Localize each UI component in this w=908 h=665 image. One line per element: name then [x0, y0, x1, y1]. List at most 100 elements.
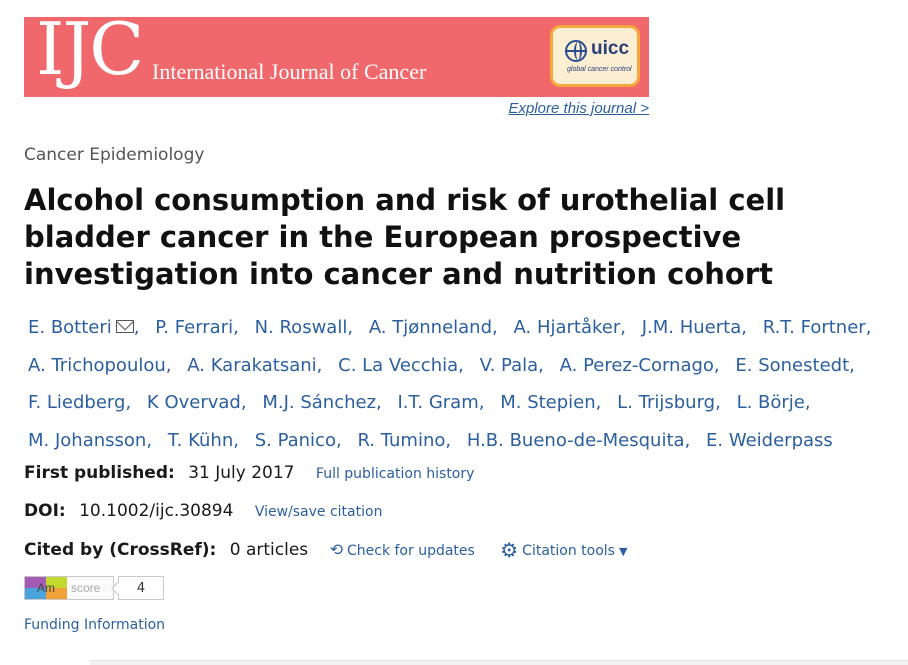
author-name: E. Weiderpass [706, 429, 833, 451]
author-link[interactable]: M. Johansson, [24, 430, 152, 451]
author-separator: , [804, 392, 811, 413]
author-link[interactable]: I.T. Gram, [394, 392, 485, 413]
author-link[interactable]: P. Ferrari, [151, 317, 239, 338]
author-link[interactable]: K Overvad, [143, 392, 247, 413]
author-link[interactable]: A. Karakatsani, [183, 355, 322, 376]
author-link[interactable]: F. Liedberg, [24, 392, 131, 413]
explore-journal-link[interactable]: Explore this journal > [508, 100, 650, 117]
author-link[interactable]: R.T. Fortner, [759, 317, 872, 338]
author-separator: , [335, 429, 342, 451]
author-name: R.T. Fortner [762, 317, 866, 338]
author-link[interactable]: L. Trijsburg, [613, 392, 721, 413]
author-separator: , [165, 354, 172, 376]
author-link[interactable]: N. Roswall, [251, 317, 354, 338]
published-date: 31 July 2017 [188, 463, 295, 483]
published-label: First published: [24, 463, 175, 483]
author-link[interactable]: H.B. Bueno-de-Mesquita, [463, 430, 690, 451]
author-separator: , [849, 354, 855, 376]
journal-logo: IJC [36, 17, 144, 91]
author-separator: , [620, 317, 626, 338]
altmetric-box[interactable]: Am score [24, 576, 114, 600]
globe-icon [565, 40, 587, 62]
author-link[interactable]: C. La Vecchia, [334, 355, 464, 376]
author-separator: , [713, 354, 720, 376]
author-link[interactable]: S. Panico, [251, 430, 342, 451]
cited-row: Cited by (CrossRef): 0 articles ⟲ Check f… [24, 538, 627, 562]
author-name: J.M. Huerta [641, 317, 742, 338]
author-name: F. Liedberg [28, 392, 126, 413]
author-link[interactable]: M.J. Sánchez, [258, 392, 381, 413]
author-link[interactable]: A. Perez-Cornago, [556, 355, 720, 376]
gear-icon[interactable]: ⚙ [500, 538, 519, 562]
publication-history-link[interactable]: Full publication history [315, 466, 475, 482]
author-link[interactable]: E. Botteri, [24, 317, 140, 338]
altmetric-badge[interactable]: Am score 4 [24, 576, 164, 600]
author-separator: , [233, 317, 239, 338]
author-link[interactable]: E. Sonestedt, [731, 355, 854, 376]
author-name: P. Ferrari [155, 317, 234, 338]
author-name: M. Johansson [28, 429, 147, 451]
author-name: A. Tjønneland [368, 317, 493, 338]
journal-name: International Journal of Cancer [152, 59, 427, 84]
author-link[interactable]: M. Stepien, [496, 392, 601, 413]
author-name: I.T. Gram [397, 392, 479, 413]
author-name: V. Pala [479, 354, 539, 376]
author-separator: , [316, 354, 323, 376]
author-link[interactable]: E. Weiderpass [702, 430, 833, 451]
author-separator: , [240, 392, 247, 413]
author-separator: , [125, 392, 132, 413]
uicc-badge-tagline: global cancer control [567, 66, 632, 73]
author-name: M. Stepien [500, 392, 596, 413]
author-separator: , [492, 317, 498, 338]
author-separator: , [538, 354, 544, 376]
author-list: E. Botteri, P. Ferrari, N. Roswall, A. T… [24, 309, 904, 459]
altmetric-logo: Am [25, 577, 67, 599]
author-separator: , [146, 429, 153, 451]
author-name: M.J. Sánchez [262, 392, 377, 413]
author-separator: , [478, 392, 485, 413]
author-link[interactable]: L. Börje, [733, 392, 811, 413]
uicc-badge-text: uicc [591, 38, 630, 59]
author-separator: , [376, 392, 382, 413]
author-link[interactable]: A. Trichopoulou, [24, 355, 172, 376]
altmetric-score-label: score [71, 581, 101, 595]
doi-row: DOI: 10.1002/ijc.30894 View/save citatio… [24, 501, 382, 521]
author-name: R. Tumino [357, 429, 446, 451]
author-link[interactable]: A. Tjønneland, [365, 317, 498, 338]
author-separator: , [684, 429, 691, 451]
author-separator: , [133, 317, 140, 338]
author-name: A. Karakatsani [187, 354, 317, 376]
author-separator: , [458, 354, 464, 376]
bottom-divider [90, 660, 908, 665]
author-name: S. Panico [254, 429, 336, 451]
author-name: E. Sonestedt [735, 354, 850, 376]
journal-banner[interactable]: IJC International Journal of Cancer uicc… [24, 17, 649, 97]
author-name: A. Trichopoulou [28, 354, 166, 376]
cited-label: Cited by (CrossRef): [24, 540, 217, 560]
author-name: T. Kühn [167, 429, 234, 451]
author-name: A. Perez-Cornago [559, 354, 714, 376]
envelope-icon[interactable] [115, 320, 134, 333]
funding-information-link[interactable]: Funding Information [24, 617, 166, 633]
altmetric-score: 4 [118, 576, 164, 600]
author-name: N. Roswall [254, 317, 348, 338]
view-citation-link[interactable]: View/save citation [254, 504, 383, 520]
check-updates-link[interactable]: Check for updates [346, 543, 475, 559]
author-link[interactable]: V. Pala, [476, 355, 544, 376]
author-link[interactable]: J.M. Huerta, [638, 317, 747, 338]
author-name: L. Börje [736, 392, 805, 413]
article-title: Alcohol consumption and risk of urotheli… [24, 183, 786, 291]
author-link[interactable]: R. Tumino, [353, 430, 451, 451]
author-separator: , [865, 317, 872, 338]
citation-tools-button[interactable]: Citation tools [522, 543, 615, 559]
author-link[interactable]: T. Kühn, [164, 430, 239, 451]
author-name: L. Trijsburg [617, 392, 716, 413]
author-separator: , [347, 317, 354, 338]
crossmark-icon[interactable]: ⟲ [329, 540, 343, 559]
author-name: H.B. Bueno-de-Mesquita [466, 429, 685, 451]
author-link[interactable]: A. Hjartåker, [510, 317, 627, 338]
author-name: K Overvad [146, 392, 241, 413]
author-separator: , [233, 429, 239, 451]
chevron-down-icon[interactable]: ▼ [618, 545, 628, 558]
uicc-badge: uicc global cancer control [550, 25, 640, 87]
